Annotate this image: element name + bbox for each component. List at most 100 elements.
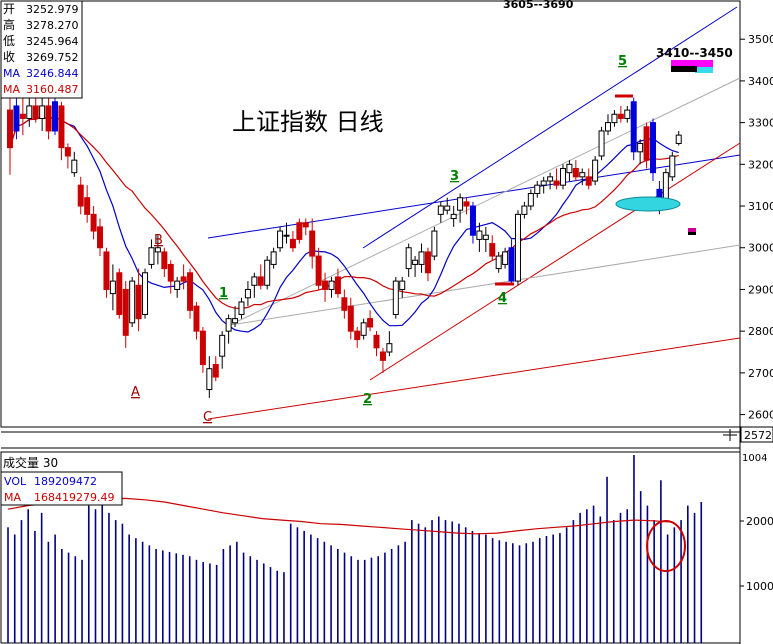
candle [624,105,631,123]
candle [264,256,271,290]
current-price-tag: 2572 [740,426,773,443]
label-4: 4 [498,291,507,306]
candle [572,160,579,182]
candle [257,264,264,290]
markers [495,60,737,572]
price-tick-2700: 2700 [748,367,773,380]
candle [469,201,476,244]
price-tick-3200: 3200 [748,158,773,171]
candle [604,114,611,136]
candle [225,314,232,344]
candle [630,97,637,161]
candle [97,218,104,257]
price-tick-2600: 2600 [748,409,773,422]
current-price-value: 2572 [744,429,772,442]
label-3: 3 [450,169,459,184]
volume-tick-1000: 1000 [746,580,773,593]
candle [592,155,599,186]
candle [315,247,322,290]
candle [508,239,515,286]
ma-fast-line [9,116,679,333]
header-partial-label: 3605--3690 [503,0,574,11]
label-2: 2 [363,392,372,407]
label-C: C [203,410,212,425]
candle [148,239,155,269]
volume-axis: 1004 2000 1000 [740,452,773,593]
candle [482,226,489,252]
candle [161,247,168,277]
candle [58,101,65,161]
candle [187,268,194,319]
candle [174,276,181,298]
candle [45,97,52,140]
support-line-red-long [207,337,741,420]
candle [534,181,541,198]
chart-title: 上证指数 日线 [232,108,384,136]
ohlc-open-label: 开 [3,2,15,16]
candle [611,110,618,127]
candle [463,197,470,215]
candle [643,122,650,169]
price-tick-3100: 3100 [748,200,773,213]
candle [296,218,303,244]
ohlc-close-value: 3269.752 [26,51,79,64]
ohlc-ma-fast-value: 3246.844 [26,67,79,80]
candle [450,206,457,227]
candle [328,276,335,298]
volume-title: 成交量 30 [3,455,58,470]
chart-frames [0,0,741,644]
candle [585,168,592,190]
candle [39,97,46,131]
candle [373,331,380,357]
volume-header: 成交量 30 VOL 189209472 MA 168419279.49 [0,455,123,506]
candle [302,218,309,236]
ohlc-open-value: 3252.979 [26,3,79,16]
candle [84,185,91,223]
candle [277,226,284,252]
gray-line-upper [229,77,741,326]
ohlc-info-box: 开 3252.979 高 3278.270 低 3245.964 收 3269.… [0,0,83,99]
candle [399,276,406,298]
candle [90,206,97,240]
price-tick-2900: 2900 [748,283,773,296]
vol-ma-label: MA [4,491,21,504]
candle [142,268,149,319]
label-1: 1 [219,286,228,301]
candlesticks [7,85,682,398]
candle [540,176,547,194]
candle [553,168,560,190]
candle [392,276,399,319]
candle [238,297,245,319]
candle [13,97,20,140]
candle [444,197,451,215]
candle [232,306,239,327]
candle [206,356,213,398]
candle [637,139,644,165]
candle [219,331,226,369]
candle [180,264,187,290]
candle [476,222,483,252]
price-tick-3300: 3300 [748,117,773,130]
red-circle-volume-marker [646,520,686,572]
candle [386,331,393,357]
candle [244,281,251,307]
candle [64,143,71,169]
candle [193,301,200,340]
candle [251,272,258,298]
candle [566,160,573,182]
candle [122,281,129,348]
candle [270,247,277,269]
candle [675,130,682,146]
candle [322,272,329,302]
ohlc-ma-slow-label: MA [3,83,20,96]
candle [283,222,290,244]
candle [379,347,386,373]
candle [559,164,566,190]
label-5: 5 [618,54,627,69]
price-tick-3400: 3400 [748,75,773,88]
candle [405,243,412,277]
candle [341,289,348,319]
target-magenta-bar [671,60,713,67]
target-cyan-bar [695,67,713,73]
